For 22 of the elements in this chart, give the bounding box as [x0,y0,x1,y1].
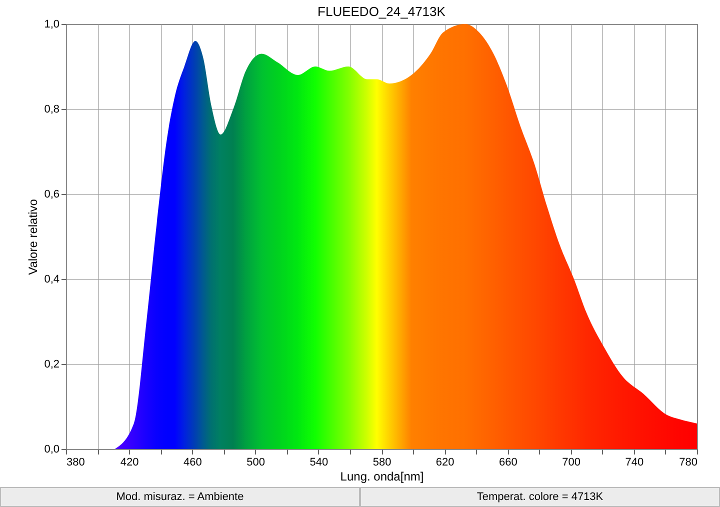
text: Temperat. colore = 4713K [360,487,720,507]
x-tick-label: 740 [625,456,644,468]
y-tick-label: 0,6 [44,188,60,200]
y-axis-title: Valore relativo [26,198,40,275]
x-tick-label: 540 [310,456,328,468]
x-tick-label: 620 [436,456,454,468]
y-tick-label: 0,4 [44,274,60,286]
x-tick-label: 700 [562,456,580,468]
x-tick-label: 460 [184,456,202,468]
x-axis-title: Lung. onda[nm] [340,470,424,484]
chart-title: FLUEEDO_24_4713K [316,4,446,20]
x-tick-label: 580 [372,456,392,468]
text: Mod. misuraz. = Ambiente [0,487,360,507]
x-tick-label: 660 [499,456,518,468]
x-tick-label: 780 [679,456,698,468]
y-tick-label: 1,0 [44,18,60,30]
y-tick-label: 0,2 [44,358,60,370]
y-tick-label: 0,8 [44,104,60,116]
x-tick-label: 500 [246,456,265,468]
y-tick-label: 0,0 [44,444,60,456]
x-tick-label: 420 [120,456,139,468]
x-tick-label: 380 [66,456,85,468]
